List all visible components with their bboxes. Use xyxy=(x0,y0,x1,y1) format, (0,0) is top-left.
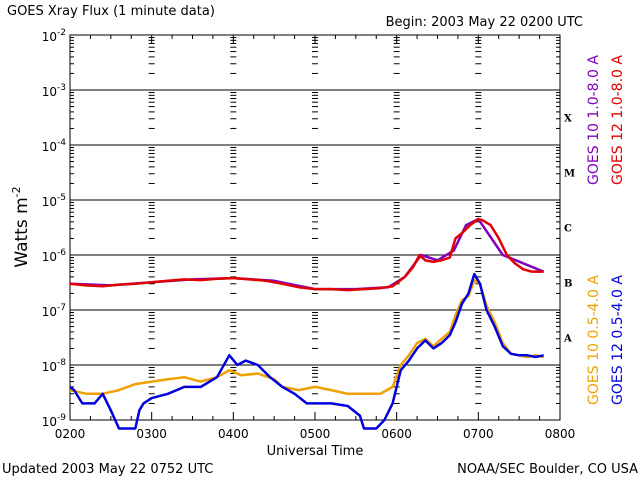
flare-class-A: A xyxy=(563,334,572,345)
x-axis-ticks: 0200 0300 0400 0500 0600 0700 0800 xyxy=(55,35,576,441)
flare-class-B: B xyxy=(564,279,572,290)
legend-item-3: GOES 12 0.5-4.0 A xyxy=(610,275,626,405)
legend: GOES 10 1.0-8.0 A GOES 12 1.0-8.0 A GOES 1… xyxy=(586,55,626,405)
x-tick-label-5: 0700 xyxy=(463,427,494,441)
flare-class-X: X xyxy=(564,114,572,125)
y-tick-label-5: 10-7 xyxy=(42,303,66,319)
legend-label-0: GOES 10 1.0-8.0 A xyxy=(586,55,602,185)
y-tick-base: 10 xyxy=(42,360,57,374)
y-tick-exponent: -7 xyxy=(57,303,66,313)
legend-label-3: GOES 12 0.5-4.0 A xyxy=(610,275,626,405)
y-tick-base: 10 xyxy=(42,250,57,264)
x-tick-label-6: 0800 xyxy=(545,427,576,441)
y-axis-label: Watts m-2 xyxy=(10,186,32,267)
legend-item-1: GOES 12 1.0-8.0 A xyxy=(610,55,626,185)
series-line-3 xyxy=(69,272,544,430)
y-tick-label-6: 10-8 xyxy=(42,358,67,374)
y-tick-label-1: 10-3 xyxy=(42,83,66,99)
y-tick-exponent: -6 xyxy=(57,248,66,258)
x-tick-label-0: 0200 xyxy=(55,427,86,441)
begin-label: Begin: 2003 May 22 0200 UTC xyxy=(386,15,583,30)
y-tick-exponent: -2 xyxy=(57,28,66,38)
chart-title: GOES Xray Flux (1 minute data) xyxy=(7,4,215,19)
y-axis-ticks: 10-210-310-410-510-610-710-810-9 xyxy=(42,28,560,429)
flare-class-C: C xyxy=(564,224,572,235)
y-tick-base: 10 xyxy=(42,195,57,209)
x-tick-label-2: 0400 xyxy=(218,427,249,441)
y-tick-label-0: 10-2 xyxy=(42,28,66,44)
y-tick-exponent: -5 xyxy=(57,193,66,203)
y-axis-label-text: Watts m xyxy=(12,197,32,267)
flare-class-band-lines xyxy=(70,89,560,366)
x-tick-label-1: 0300 xyxy=(136,427,167,441)
updated-label: Updated 2003 May 22 0752 UTC xyxy=(2,462,213,477)
x-tick-label-3: 0500 xyxy=(300,427,331,441)
y-tick-base: 10 xyxy=(42,30,57,44)
series-line-2 xyxy=(69,278,544,396)
y-tick-label-4: 10-6 xyxy=(42,248,67,264)
y-tick-base: 10 xyxy=(42,85,57,99)
x-axis-label: Universal Time xyxy=(267,444,364,459)
y-tick-label-2: 10-4 xyxy=(42,138,67,154)
series-lines xyxy=(69,217,545,430)
x-tick-label-4: 0600 xyxy=(381,427,412,441)
y-tick-label-3: 10-5 xyxy=(42,193,66,209)
y-tick-exponent: -3 xyxy=(57,83,66,93)
y-tick-base: 10 xyxy=(42,140,57,154)
legend-item-2: GOES 10 0.5-4.0 A xyxy=(586,275,602,405)
y-tick-exponent: -4 xyxy=(57,138,66,148)
svg-text:Watts m-2: Watts m-2 xyxy=(10,186,32,267)
legend-label-2: GOES 10 0.5-4.0 A xyxy=(586,275,602,405)
y-tick-base: 10 xyxy=(42,305,57,319)
flare-class-labels: X M C B A xyxy=(563,114,575,345)
y-tick-exponent: -9 xyxy=(57,413,66,423)
y-axis-label-exponent: -2 xyxy=(10,186,23,197)
flare-class-M: M xyxy=(564,169,575,180)
y-tick-label-7: 10-9 xyxy=(42,413,67,429)
legend-item-0: GOES 10 1.0-8.0 A xyxy=(586,55,602,185)
series-line-1 xyxy=(69,217,544,292)
hour-grid-ticks xyxy=(148,37,482,404)
y-tick-exponent: -8 xyxy=(57,358,66,368)
legend-label-1: GOES 12 1.0-8.0 A xyxy=(610,55,626,185)
y-tick-base: 10 xyxy=(42,415,57,429)
credit-label: NOAA/SEC Boulder, CO USA xyxy=(457,462,638,477)
